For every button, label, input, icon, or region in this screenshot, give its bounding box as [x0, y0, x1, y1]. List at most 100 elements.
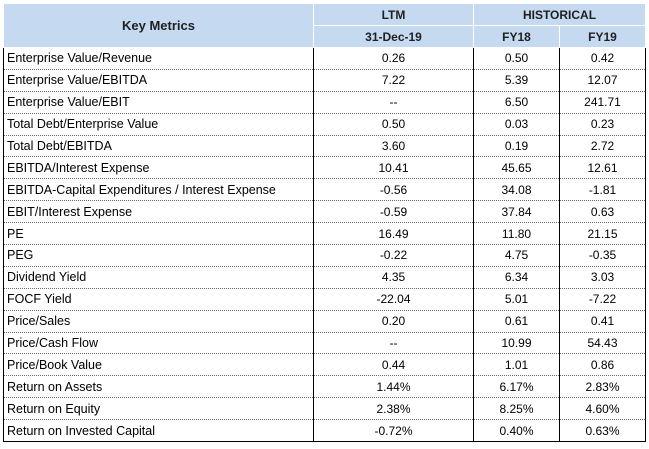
- fy19-value: 3.03: [559, 266, 646, 289]
- fy18-value: 6.34: [473, 266, 560, 289]
- table-row: Enterprise Value/Revenue 0.26 0.50 0.42: [3, 47, 646, 70]
- fy18-value: 6.50: [473, 91, 560, 114]
- table-row: EBITDA-Capital Expenditures / Interest E…: [3, 178, 646, 202]
- table-row: PE 16.49 11.80 21.15: [3, 222, 646, 246]
- table-row: Return on Invested Capital -0.72% 0.40% …: [3, 419, 646, 443]
- metric-label: EBITDA-Capital Expenditures / Interest E…: [3, 178, 314, 202]
- table-row: EBIT/Interest Expense -0.59 37.84 0.63: [3, 200, 646, 224]
- ltm-date-header: 31-Dec-19: [313, 25, 474, 48]
- table-row: Return on Equity 2.38% 8.25% 4.60%: [3, 397, 646, 421]
- key-metrics-sheet: Key Metrics LTM HISTORICAL 31-Dec-19 FY1…: [3, 3, 646, 443]
- ltm-value: --: [313, 91, 474, 114]
- fy19-value: 0.42: [559, 47, 646, 70]
- fy19-value: 2.72: [559, 135, 646, 158]
- ltm-value: 0.50: [313, 113, 474, 136]
- fy18-value: 1.01: [473, 353, 560, 377]
- fy19-value: 54.43: [559, 332, 646, 355]
- fy18-value: 5.39: [473, 69, 560, 92]
- table-header: Key Metrics LTM HISTORICAL 31-Dec-19 FY1…: [3, 3, 646, 48]
- ltm-value: -0.22: [313, 244, 474, 267]
- metric-label: EBIT/Interest Expense: [3, 200, 314, 224]
- metric-label: Total Debt/Enterprise Value: [3, 113, 314, 136]
- fy18-value: 8.25%: [473, 397, 560, 421]
- table-row: Return on Assets 1.44% 6.17% 2.83%: [3, 375, 646, 399]
- fy19-value: 0.41: [559, 310, 646, 333]
- ltm-header: LTM: [313, 3, 474, 26]
- ltm-value: -22.04: [313, 288, 474, 311]
- fy19-value: 0.63%: [559, 419, 646, 443]
- fy19-value: 2.83%: [559, 375, 646, 399]
- ltm-value: 0.20: [313, 310, 474, 333]
- fy19-value: 21.15: [559, 222, 646, 246]
- historical-header: HISTORICAL: [473, 3, 646, 26]
- ltm-value: 16.49: [313, 222, 474, 246]
- fy19-value: 0.63: [559, 200, 646, 224]
- metric-label: EBITDA/Interest Expense: [3, 156, 314, 180]
- metric-label: Price/Book Value: [3, 353, 314, 377]
- fy18-header: FY18: [473, 25, 560, 48]
- metric-label: Enterprise Value/EBITDA: [3, 69, 314, 92]
- table-row: PEG -0.22 4.75 -0.35: [3, 244, 646, 267]
- fy18-value: 4.75: [473, 244, 560, 267]
- fy18-value: 0.61: [473, 310, 560, 333]
- key-metrics-header: Key Metrics: [3, 3, 314, 48]
- fy18-value: 37.84: [473, 200, 560, 224]
- fy19-value: 12.61: [559, 156, 646, 180]
- table-row: Price/Book Value 0.44 1.01 0.86: [3, 353, 646, 377]
- metric-label: Return on Equity: [3, 397, 314, 421]
- metric-label: Enterprise Value/Revenue: [3, 47, 314, 70]
- metric-label: Price/Cash Flow: [3, 332, 314, 355]
- fy19-value: 12.07: [559, 69, 646, 92]
- fy18-value: 5.01: [473, 288, 560, 311]
- metric-label: Return on Assets: [3, 375, 314, 399]
- metric-label: Enterprise Value/EBIT: [3, 91, 314, 114]
- metric-label: Price/Sales: [3, 310, 314, 333]
- fy19-value: -0.35: [559, 244, 646, 267]
- ltm-value: 7.22: [313, 69, 474, 92]
- table-body: Enterprise Value/Revenue 0.26 0.50 0.42 …: [3, 47, 646, 443]
- fy18-value: 0.03: [473, 113, 560, 136]
- ltm-value: 2.38%: [313, 397, 474, 421]
- table-row: Price/Cash Flow -- 10.99 54.43: [3, 332, 646, 355]
- fy18-value: 10.99: [473, 332, 560, 355]
- fy19-value: -1.81: [559, 178, 646, 202]
- ltm-value: -0.59: [313, 200, 474, 224]
- table-row: EBITDA/Interest Expense 10.41 45.65 12.6…: [3, 156, 646, 180]
- ltm-value: -0.72%: [313, 419, 474, 443]
- table-row: Dividend Yield 4.35 6.34 3.03: [3, 266, 646, 289]
- ltm-value: 3.60: [313, 135, 474, 158]
- fy18-value: 0.50: [473, 47, 560, 70]
- fy19-header: FY19: [559, 25, 646, 48]
- ltm-value: 4.35: [313, 266, 474, 289]
- table-row: Enterprise Value/EBIT -- 6.50 241.71: [3, 91, 646, 114]
- metric-label: Return on Invested Capital: [3, 419, 314, 443]
- metric-label: Dividend Yield: [3, 266, 314, 289]
- fy19-value: 4.60%: [559, 397, 646, 421]
- ltm-value: -0.56: [313, 178, 474, 202]
- ltm-value: 10.41: [313, 156, 474, 180]
- fy19-value: 0.86: [559, 353, 646, 377]
- ltm-value: 0.44: [313, 353, 474, 377]
- metric-label: PE: [3, 222, 314, 246]
- fy18-value: 0.19: [473, 135, 560, 158]
- fy18-value: 6.17%: [473, 375, 560, 399]
- key-metrics-table: Key Metrics LTM HISTORICAL 31-Dec-19 FY1…: [3, 3, 646, 443]
- fy18-value: 0.40%: [473, 419, 560, 443]
- fy18-value: 11.80: [473, 222, 560, 246]
- metric-label: Total Debt/EBITDA: [3, 135, 314, 158]
- fy19-value: -7.22: [559, 288, 646, 311]
- metric-label: PEG: [3, 244, 314, 267]
- ltm-value: 0.26: [313, 47, 474, 70]
- ltm-value: --: [313, 332, 474, 355]
- table-row: Enterprise Value/EBITDA 7.22 5.39 12.07: [3, 69, 646, 92]
- table-row: Price/Sales 0.20 0.61 0.41: [3, 310, 646, 333]
- table-row: Total Debt/EBITDA 3.60 0.19 2.72: [3, 135, 646, 158]
- fy19-value: 0.23: [559, 113, 646, 136]
- fy18-value: 34.08: [473, 178, 560, 202]
- fy19-value: 241.71: [559, 91, 646, 114]
- fy18-value: 45.65: [473, 156, 560, 180]
- ltm-value: 1.44%: [313, 375, 474, 399]
- table-row: Total Debt/Enterprise Value 0.50 0.03 0.…: [3, 113, 646, 136]
- table-row: FOCF Yield -22.04 5.01 -7.22: [3, 288, 646, 311]
- metric-label: FOCF Yield: [3, 288, 314, 311]
